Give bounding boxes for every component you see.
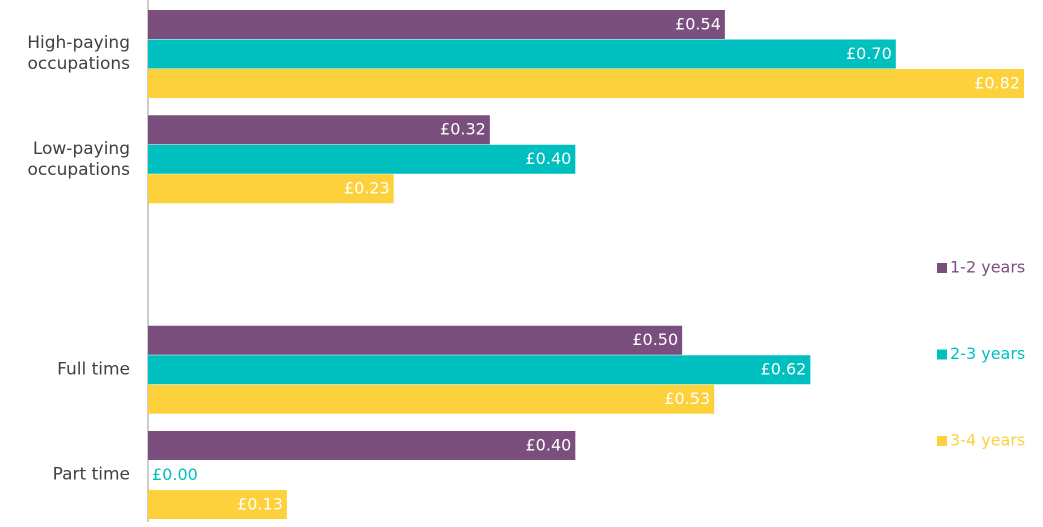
bar — [148, 174, 394, 204]
legend-label: 3-4 years — [950, 431, 1025, 450]
legend-swatch — [937, 349, 947, 360]
legend-swatch — [937, 263, 947, 273]
bar — [148, 384, 715, 414]
bar — [148, 325, 683, 355]
legend-label: 2-3 years — [950, 344, 1025, 363]
value-label: £0.00 — [152, 465, 198, 484]
value-label: £0.13 — [237, 494, 283, 513]
value-label: £0.62 — [761, 360, 807, 379]
value-label: £0.53 — [664, 389, 710, 408]
bar — [148, 355, 811, 385]
bar — [148, 115, 490, 145]
value-label: £0.70 — [846, 44, 892, 63]
value-label: £0.23 — [344, 179, 390, 198]
bar — [148, 10, 725, 39]
bar — [148, 39, 896, 69]
bar — [148, 490, 287, 519]
legend-swatch — [937, 436, 947, 446]
value-label: £0.32 — [440, 120, 486, 139]
category-label: Full time — [57, 359, 130, 380]
bar — [148, 144, 576, 174]
value-label: £0.82 — [974, 73, 1020, 92]
category-label: Part time — [52, 464, 130, 485]
value-label: £0.40 — [526, 149, 572, 168]
value-label: £0.54 — [675, 14, 721, 33]
bar — [148, 431, 576, 460]
value-label: £0.40 — [526, 435, 572, 454]
bar — [148, 69, 1024, 98]
category-label: High-paying occupations — [27, 33, 130, 75]
value-label: £0.50 — [632, 330, 678, 349]
category-label: Low-paying occupations — [27, 138, 131, 180]
legend-label: 1-2 years — [950, 258, 1025, 277]
